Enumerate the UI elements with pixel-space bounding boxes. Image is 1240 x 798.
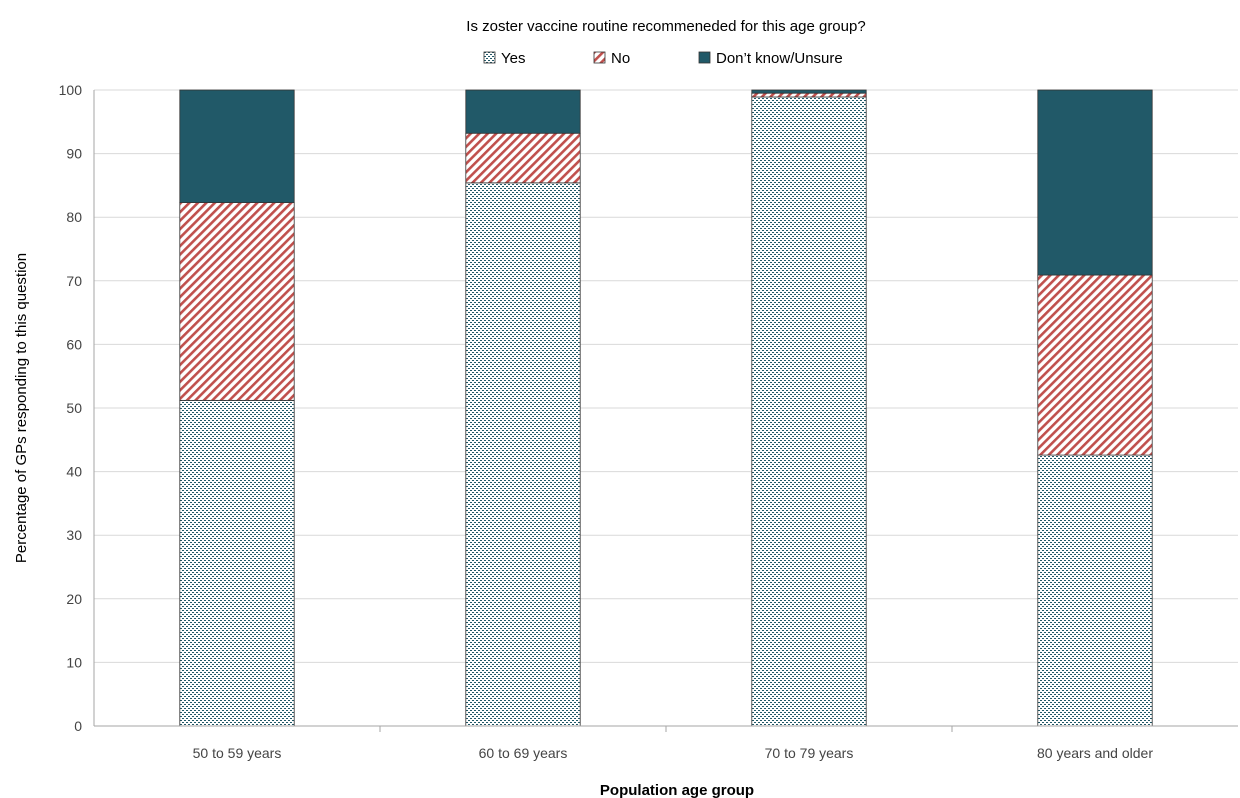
bar-yes-70-to-79-years — [751, 96, 867, 727]
bar-no-60-to-69-years — [465, 132, 581, 184]
x-tick-label: 60 to 69 years — [479, 745, 568, 761]
chart-title: Is zoster vaccine routine recommeneded f… — [466, 18, 865, 35]
y-tick-label: 0 — [74, 718, 82, 734]
legend-swatch-yes — [483, 51, 496, 64]
bar-yes-50-to-59-years — [179, 399, 295, 727]
legend-label-yes: Yes — [501, 50, 525, 67]
y-tick-label: 30 — [66, 527, 82, 543]
legend-label-don-t-know-unsure: Don’t know/Unsure — [716, 50, 843, 67]
bar-no-50-to-59-years — [179, 202, 295, 401]
y-tick-label: 10 — [66, 654, 82, 670]
y-tick-label: 20 — [66, 591, 82, 607]
legend-label-no: No — [611, 50, 630, 67]
y-tick-label: 100 — [59, 82, 83, 98]
y-tick-label: 80 — [66, 209, 82, 225]
y-tick-label: 40 — [66, 464, 82, 480]
bar-yes-60-to-69-years — [465, 182, 581, 727]
legend-swatch-don-t-know-unsure — [698, 51, 711, 64]
legend-swatch-no — [593, 51, 606, 64]
bar-don-t-know-unsure-80-years-and-older — [1037, 89, 1153, 276]
bar-don-t-know-unsure-60-to-69-years — [465, 89, 581, 134]
legend: Yes No Don’t know/Unsure — [483, 50, 843, 67]
x-axis-title: Population age group — [600, 782, 754, 798]
x-tick-label: 70 to 79 years — [765, 745, 854, 761]
bar-yes-80-years-and-older — [1037, 454, 1153, 727]
y-tick-label: 90 — [66, 146, 82, 162]
x-tick-label: 50 to 59 years — [193, 745, 282, 761]
axes: 0 10 20 30 40 50 60 70 80 90 100 50 to 59 years 60 t… — [59, 82, 1238, 761]
y-axis-title: Percentage of GPs responding to this que… — [13, 253, 30, 563]
y-tick-label: 70 — [66, 273, 82, 289]
y-tick-label: 50 — [66, 400, 82, 416]
y-tick-label: 60 — [66, 336, 82, 352]
bar-don-t-know-unsure-50-to-59-years — [179, 89, 295, 203]
bar-no-80-years-and-older — [1037, 274, 1153, 456]
x-tick-label: 80 years and older — [1037, 745, 1153, 761]
bar-don-t-know-unsure-70-to-79-years — [751, 89, 867, 94]
bar-no-70-to-79-years — [751, 92, 867, 98]
bars — [179, 89, 1153, 727]
